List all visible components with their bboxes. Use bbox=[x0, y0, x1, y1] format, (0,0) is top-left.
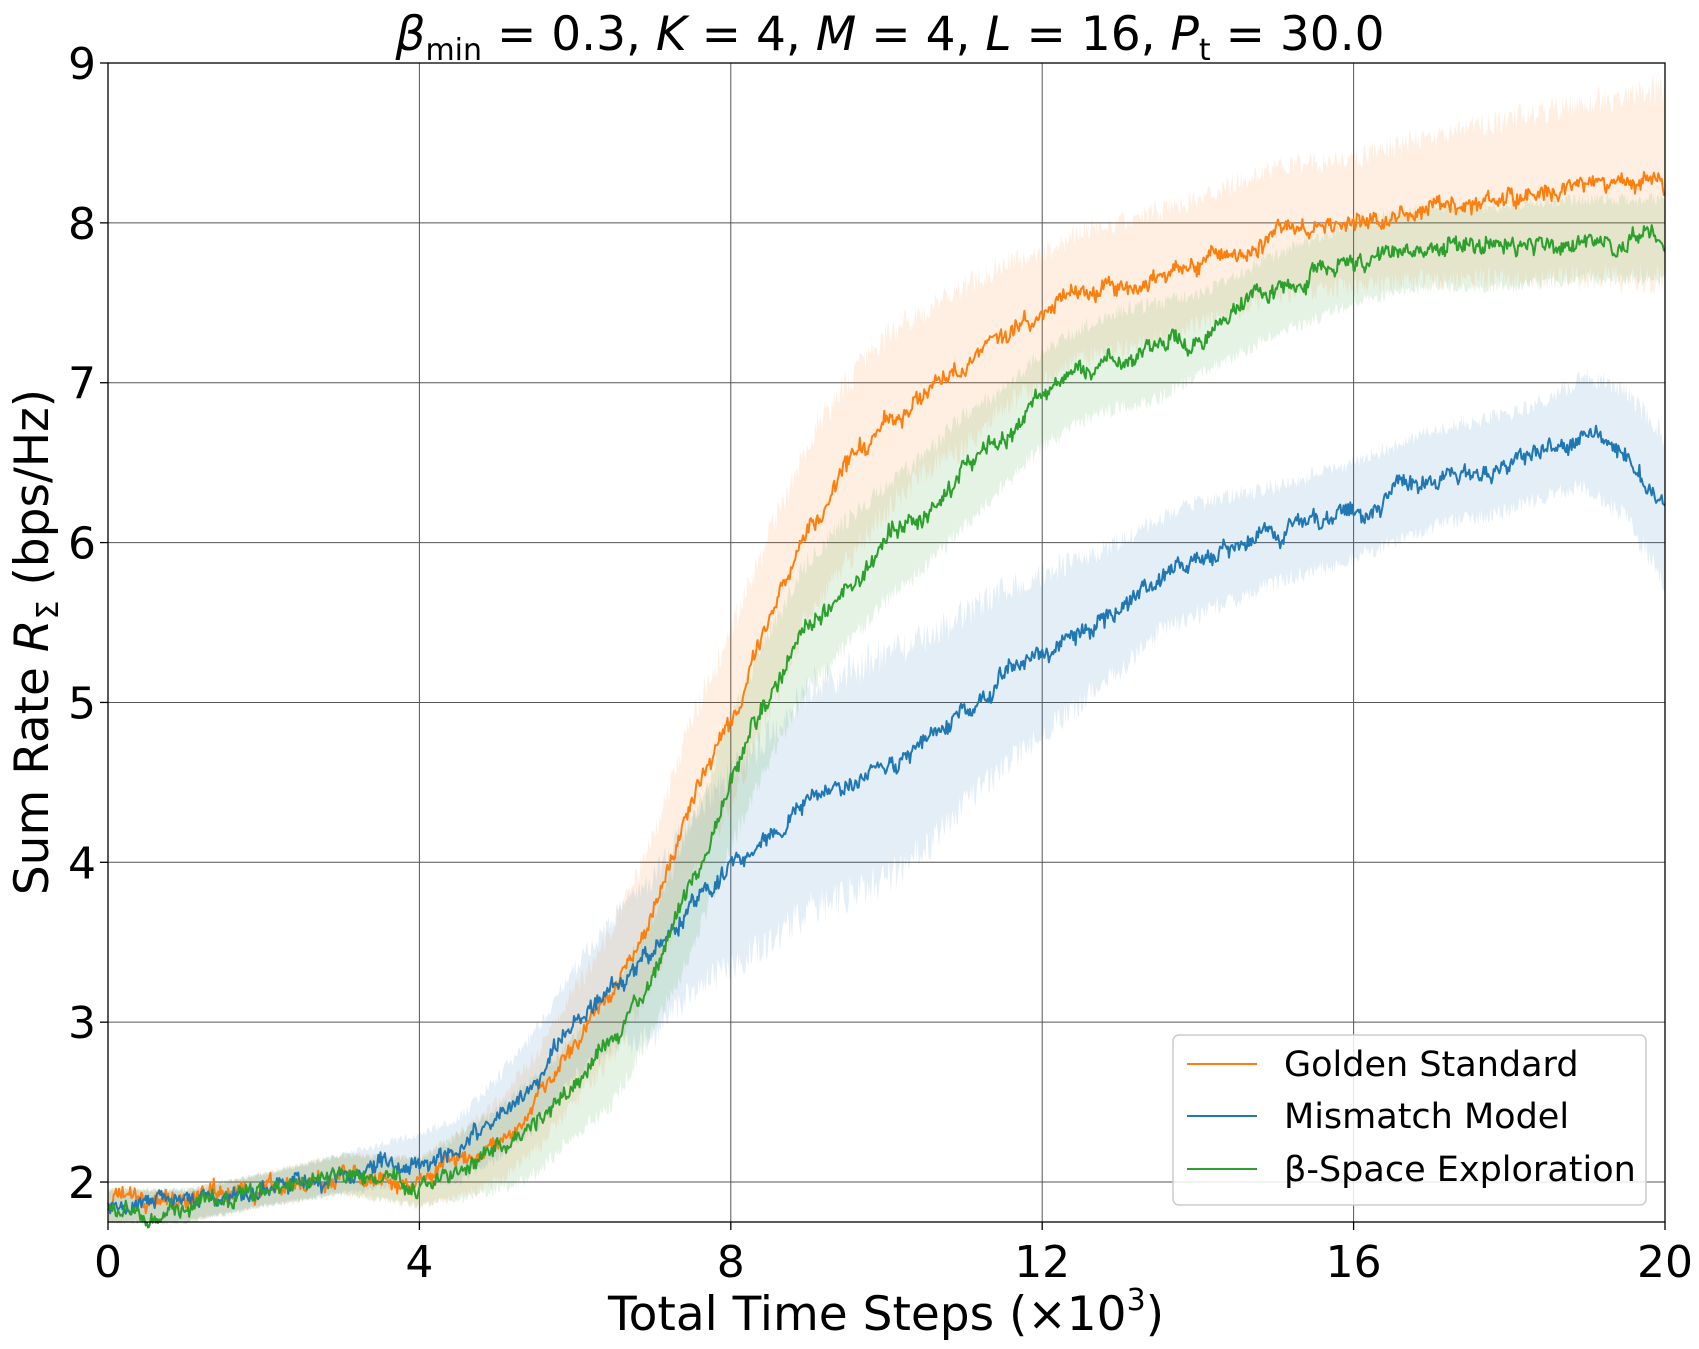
y-tick-label-3: 5 bbox=[68, 678, 96, 729]
chart-title: βmin = 0.3, K = 4, M = 4, L = 16, Pt = 3… bbox=[394, 7, 1384, 68]
x-tick-label-0: 0 bbox=[94, 1237, 122, 1288]
y-axis-ticks: 2 3 4 5 6 7 8 9 bbox=[68, 39, 108, 1209]
plot-frame bbox=[107, 62, 1666, 1223]
y-tick-label-4: 6 bbox=[68, 519, 96, 570]
legend-label-golden-standard: Golden Standard bbox=[1284, 1045, 1579, 1085]
legend-label-mismatch-model: Mismatch Model bbox=[1284, 1097, 1569, 1137]
y-tick-label-0: 2 bbox=[68, 1158, 96, 1209]
legend-box bbox=[1172, 1034, 1647, 1206]
series-line-golden-standard bbox=[107, 171, 1666, 1215]
series-line-beta-space-exploration bbox=[107, 224, 1666, 1229]
x-tick-label-5: 20 bbox=[1637, 1237, 1693, 1288]
y-tick-label-5: 7 bbox=[68, 359, 96, 410]
series-line-mismatch-model bbox=[107, 424, 1666, 1215]
x-tick-label-1: 4 bbox=[405, 1237, 433, 1288]
x-tick-label-2: 8 bbox=[717, 1237, 745, 1288]
y-axis-label: Sum Rate RΣ (bps/Hz) bbox=[5, 389, 66, 895]
y-tick-label-2: 4 bbox=[68, 838, 96, 889]
y-tick-label-1: 3 bbox=[68, 998, 96, 1049]
grid-lines bbox=[108, 63, 1665, 1222]
y-tick-label-7: 9 bbox=[68, 39, 96, 90]
x-axis-ticks: 0 4 8 12 16 20 bbox=[94, 1222, 1693, 1288]
x-axis-label: Total Time Steps (×103) bbox=[607, 1283, 1164, 1342]
legend: Golden Standard Mismatch Model β-Space E… bbox=[1172, 1034, 1647, 1206]
x-tick-label-3: 12 bbox=[1014, 1237, 1070, 1288]
x-tick-label-4: 16 bbox=[1326, 1237, 1382, 1288]
legend-label-beta-space-exploration: β-Space Exploration bbox=[1284, 1150, 1636, 1190]
y-tick-label-6: 8 bbox=[68, 199, 96, 250]
band-mismatch-model bbox=[108, 368, 1665, 1225]
series-lines bbox=[107, 171, 1666, 1229]
